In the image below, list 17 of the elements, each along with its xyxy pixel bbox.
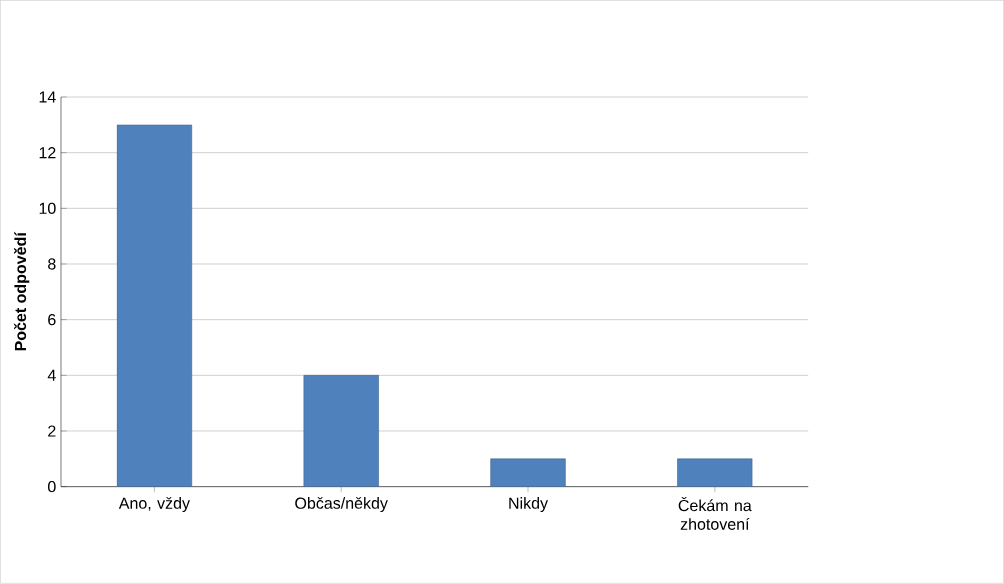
x-tick-label: Čekám na zhotovení bbox=[678, 497, 752, 531]
x-tick-label: Ano, vždy bbox=[118, 497, 190, 513]
y-tick-label: 6 bbox=[48, 314, 56, 326]
y-tick-label: 8 bbox=[48, 258, 56, 270]
bar bbox=[116, 124, 193, 487]
y-tick-label: 14 bbox=[39, 91, 56, 103]
y-tick-label: 12 bbox=[39, 147, 56, 159]
x-tick-label: Nikdy bbox=[509, 497, 548, 513]
y-tick-label: 0 bbox=[48, 481, 56, 493]
y-axis-title: Počet odpovědí bbox=[14, 231, 30, 351]
x-tick-label: Občas/někdy bbox=[295, 497, 388, 513]
y-tick-label: 4 bbox=[47, 369, 56, 381]
bar bbox=[303, 375, 379, 487]
y-tick-label: 10 bbox=[39, 202, 56, 215]
y-tick-label: 2 bbox=[48, 425, 56, 437]
bar bbox=[677, 458, 753, 487]
bar bbox=[490, 458, 566, 487]
